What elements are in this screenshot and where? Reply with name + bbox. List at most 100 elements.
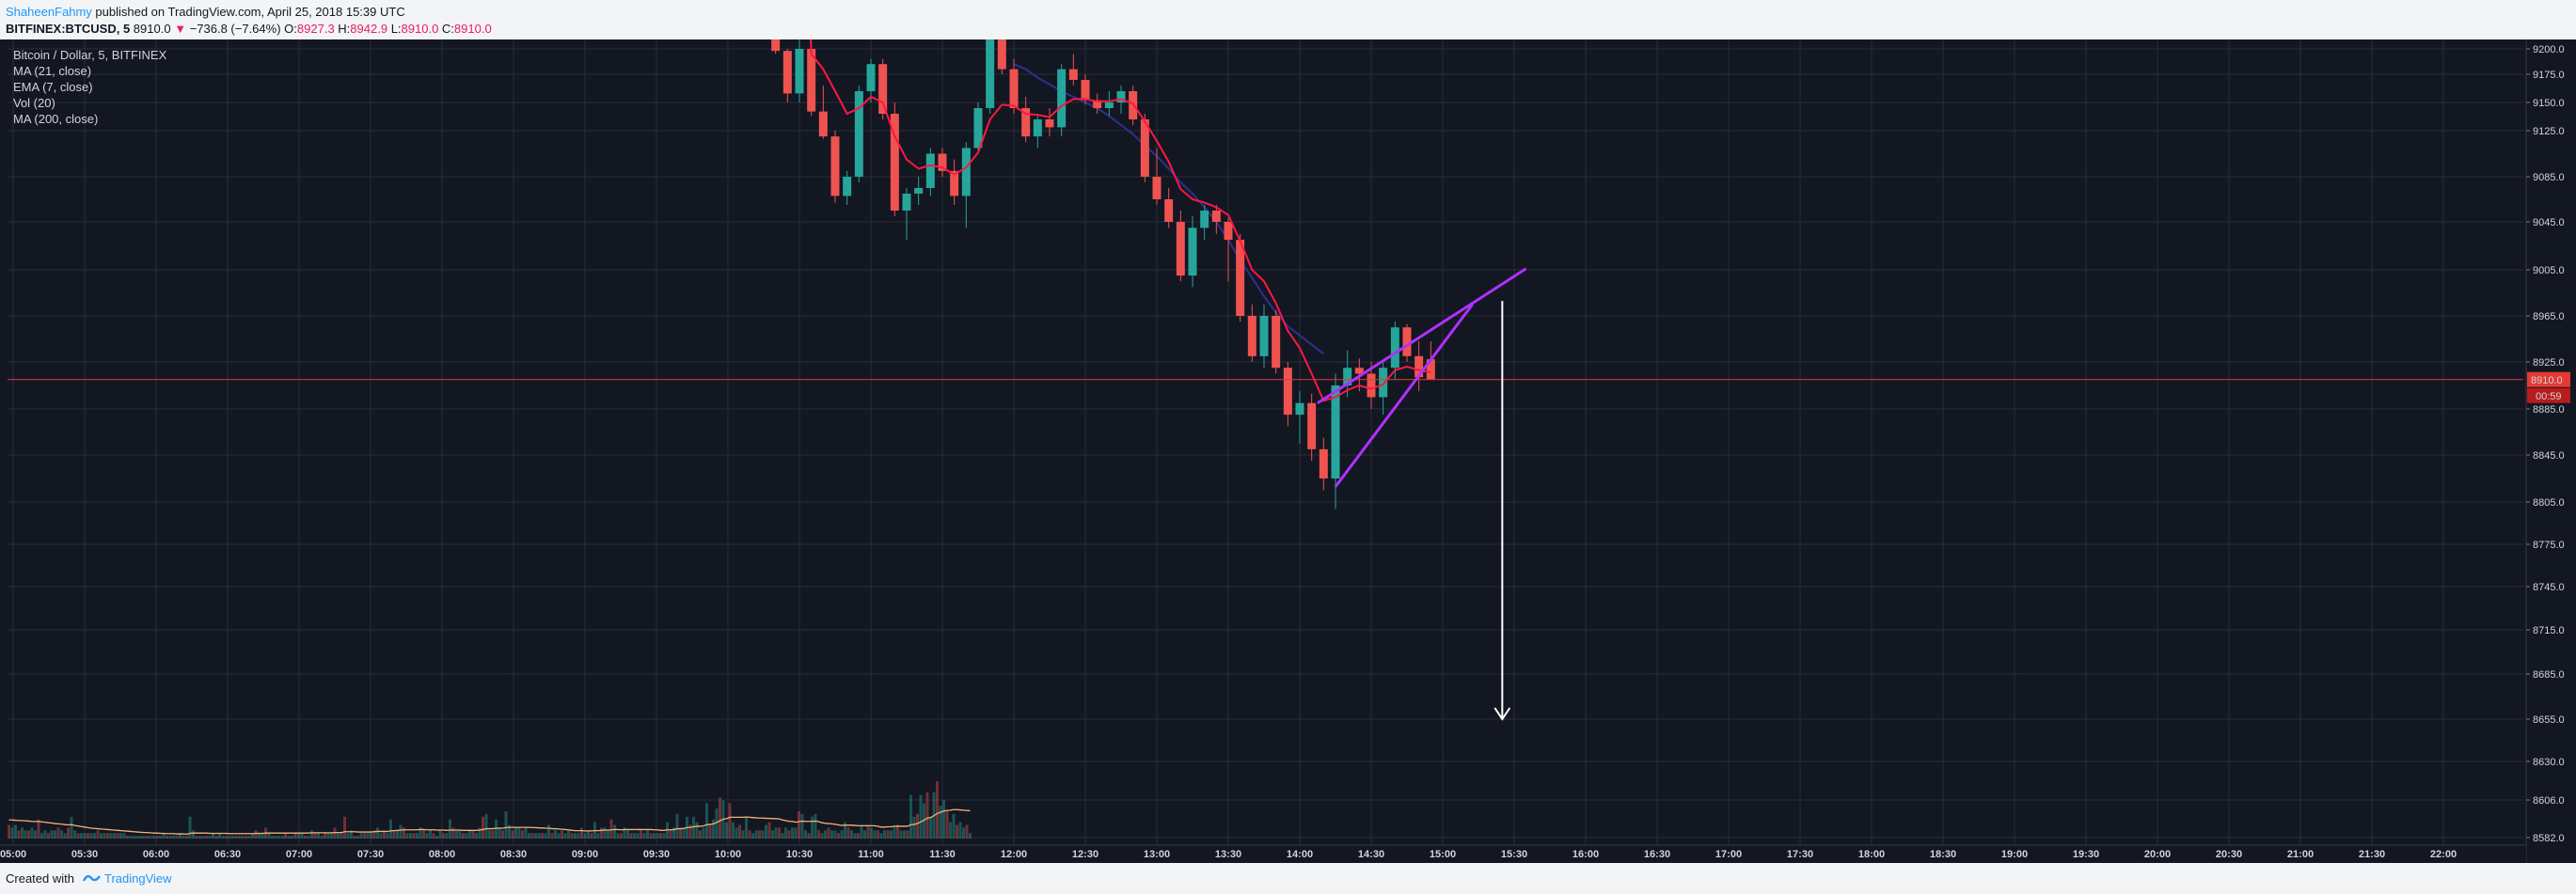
volume-bar bbox=[929, 816, 932, 839]
candle-body bbox=[1033, 119, 1042, 137]
volume-bar bbox=[936, 781, 939, 839]
volume-bar bbox=[741, 830, 745, 839]
volume-bar bbox=[293, 833, 297, 839]
created-with: Created with TradingView bbox=[6, 871, 172, 886]
time-tick-label: 06:30 bbox=[214, 849, 241, 860]
candle-body bbox=[1045, 119, 1054, 128]
volume-bar bbox=[155, 836, 159, 839]
volume-bar bbox=[547, 824, 550, 839]
volume-bar bbox=[952, 813, 956, 839]
volume-bar bbox=[949, 822, 952, 839]
volume-bar bbox=[893, 827, 896, 839]
volume-bar bbox=[267, 833, 271, 839]
volume-bar bbox=[119, 833, 122, 839]
candle-body bbox=[818, 111, 828, 137]
drawings bbox=[8, 267, 2523, 721]
volume-bar bbox=[87, 833, 89, 839]
volume-bar bbox=[429, 830, 432, 839]
volume-bar bbox=[830, 830, 833, 839]
candle-body bbox=[1140, 119, 1149, 177]
volume-bar bbox=[484, 813, 488, 839]
volume-bar bbox=[201, 836, 205, 839]
time-tick-label: 11:30 bbox=[929, 849, 956, 860]
volume-bar bbox=[899, 830, 903, 839]
volume-bar bbox=[212, 833, 214, 839]
volume-bar bbox=[508, 824, 511, 839]
volume-bar bbox=[353, 836, 356, 839]
volume-bar bbox=[482, 816, 484, 839]
volume-bar bbox=[715, 808, 719, 839]
volume-bar bbox=[702, 827, 705, 839]
volume-bar bbox=[498, 827, 501, 839]
volume-bar bbox=[40, 833, 43, 839]
publisher-line: ShaheenFahmy published on TradingView.co… bbox=[6, 5, 405, 19]
candle-body bbox=[1176, 222, 1185, 276]
volume-bar bbox=[511, 830, 514, 839]
time-tick-label: 14:00 bbox=[1287, 849, 1313, 860]
volume-bar bbox=[465, 833, 468, 839]
volume-bar bbox=[442, 833, 445, 839]
volume-bars bbox=[8, 781, 972, 839]
volume-bar bbox=[675, 813, 679, 839]
price-tick-label: 8582.0 bbox=[2533, 833, 2565, 844]
volume-bar bbox=[623, 827, 626, 839]
volume-bar bbox=[162, 833, 166, 839]
volume-bar bbox=[863, 830, 866, 839]
volume-bar bbox=[563, 833, 567, 839]
candle-body bbox=[1354, 368, 1364, 374]
volume-bar bbox=[247, 836, 251, 839]
candle-body bbox=[1116, 91, 1126, 102]
volume-bar bbox=[238, 836, 241, 839]
volume-bar bbox=[405, 833, 409, 839]
volume-bar bbox=[517, 827, 521, 839]
candle-body bbox=[854, 91, 863, 177]
volume-bar bbox=[455, 830, 458, 839]
volume-bar bbox=[791, 827, 794, 839]
volume-bar bbox=[60, 830, 63, 839]
volume-bar bbox=[89, 833, 93, 839]
volume-bar bbox=[925, 792, 929, 839]
volume-bar bbox=[241, 836, 245, 839]
volume-bar bbox=[620, 833, 623, 839]
volume-bar bbox=[761, 830, 765, 839]
price-tick-label: 9085.0 bbox=[2533, 172, 2565, 183]
chart-footer: Created with TradingView bbox=[0, 863, 2576, 894]
time-tick-label: 05:00 bbox=[0, 849, 26, 860]
volume-ma-line bbox=[8, 808, 971, 836]
volume-bar bbox=[346, 833, 350, 839]
time-tick-label: 10:30 bbox=[786, 849, 813, 860]
volume-bar bbox=[909, 794, 912, 839]
volume-bar bbox=[860, 824, 863, 839]
candle-body bbox=[890, 114, 899, 211]
candle-body bbox=[1390, 327, 1399, 369]
volume-bar bbox=[653, 833, 656, 839]
author-link[interactable]: ShaheenFahmy bbox=[6, 5, 92, 19]
candle-body bbox=[1379, 368, 1388, 398]
volume-bar bbox=[17, 830, 21, 839]
volume-bar bbox=[712, 819, 715, 839]
volume-bar bbox=[577, 833, 580, 839]
price-tick-label: 9045.0 bbox=[2533, 217, 2565, 228]
volume-bar bbox=[142, 836, 146, 839]
volume-bar bbox=[642, 833, 646, 839]
close-value: 8910.0 bbox=[453, 22, 492, 36]
chart-area[interactable]: 9200.0 9175.0 9150.0 9125.0 9085.0 9045.0 9005… bbox=[0, 39, 2576, 863]
price-tick-label: 8606.0 bbox=[2533, 795, 2565, 807]
volume-bar bbox=[192, 830, 195, 839]
candle-body bbox=[1319, 448, 1328, 478]
price-tick-label: 9150.0 bbox=[2533, 98, 2565, 109]
tradingview-link[interactable]: TradingView bbox=[103, 871, 172, 886]
candle-body bbox=[1259, 316, 1269, 356]
volume-bar bbox=[662, 833, 666, 839]
volume-bar bbox=[784, 827, 787, 839]
candle-body bbox=[1295, 402, 1304, 416]
volume-bar bbox=[896, 824, 899, 839]
volume-bar bbox=[873, 830, 877, 839]
volume-bar bbox=[27, 830, 30, 839]
time-tick-label: 22:00 bbox=[2430, 849, 2457, 860]
candle-body bbox=[1093, 100, 1102, 108]
volume-bar bbox=[765, 824, 767, 839]
volume-bar bbox=[692, 816, 695, 839]
volume-bar bbox=[561, 830, 563, 839]
price-chart-svg[interactable]: 9200.0 9175.0 9150.0 9125.0 9085.0 9045.0 9005… bbox=[0, 39, 2576, 863]
